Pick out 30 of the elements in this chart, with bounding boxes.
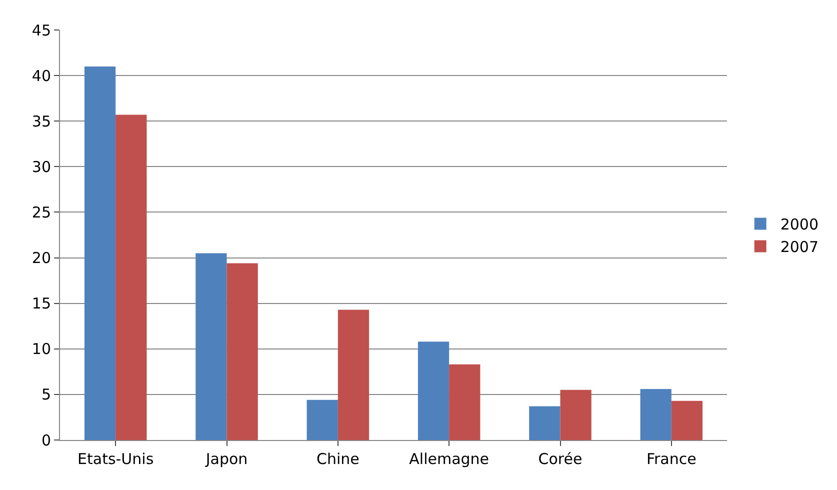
bar [226,263,258,440]
y-tick-label: 10 [32,340,51,358]
y-tick-label: 25 [32,203,51,222]
bar [640,388,672,440]
bar [306,400,338,440]
bar [671,400,703,440]
y-tick-label: 20 [32,249,51,268]
bar [560,390,592,440]
x-tick-label: Allemagne [409,450,490,468]
legend-label: 2000 [780,216,819,234]
x-tick-label: Japon [204,450,248,468]
y-tick-label: 35 [32,112,51,130]
x-tick-label: Corée [538,450,582,468]
y-tick-label: 5 [41,386,51,404]
bar [84,66,116,440]
x-tick-label: Chine [316,450,360,468]
x-tick-label: Etats-Unis [78,450,154,468]
bar [116,114,147,440]
y-tick-label: 15 [32,294,51,313]
bar [529,406,560,440]
y-tick-label: 0 [41,431,51,450]
y-tick-label: 40 [32,66,51,85]
y-tick-label: 45 [32,21,51,40]
legend-label: 2007 [780,238,819,256]
y-tick-label: 30 [32,158,51,176]
bar [449,364,480,440]
bar [418,342,450,440]
bar [338,310,370,440]
x-tick-label: France [646,450,696,468]
bar [196,253,227,440]
